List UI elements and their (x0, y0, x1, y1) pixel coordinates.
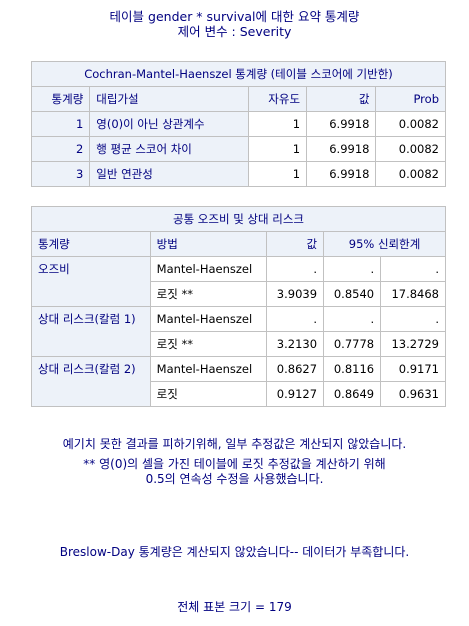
value-cell: 6.9918 (307, 137, 376, 161)
table-row: 2 행 평균 스코어 차이 1 6.9918 0.0082 (32, 137, 445, 161)
upper-limit-cell: 17.8468 (381, 282, 445, 306)
header-prob: Prob (376, 87, 445, 111)
footnote-line-2: 0.5의 연속성 수정을 사용했습니다. (145, 472, 324, 486)
alternative-label: 행 평균 스코어 차이 (90, 137, 248, 161)
lower-limit-cell: 0.8649 (324, 382, 381, 406)
odds-ratio-table: 공통 오즈비 및 상대 리스크 통계량 방법 값 95% 신뢰한계 오즈비 Ma… (31, 206, 446, 407)
odds-table-caption: 공통 오즈비 및 상대 리스크 (32, 207, 445, 231)
control-variable-title: 제어 변수 : Severity (177, 24, 292, 39)
table-row: 1 영(0)이 아닌 상관계수 1 6.9918 0.0082 (32, 112, 445, 136)
header-alternative: 대립가설 (90, 87, 248, 111)
lower-limit-cell: 0.8540 (324, 282, 381, 306)
lower-limit-cell: 0.8116 (324, 357, 381, 381)
upper-limit-cell: 0.9171 (381, 357, 445, 381)
table-row: 오즈비 Mantel-Haenszel . . . (32, 257, 445, 306)
table-row: 상대 리스크(칼럼 2) Mantel-Haenszel 0.8627 0.81… (32, 357, 445, 406)
statistic-label: 오즈비 (32, 257, 150, 306)
summary-title: 테이블 gender * survival에 대한 요약 통계량 (109, 9, 360, 24)
prob-cell: 0.0082 (376, 112, 445, 136)
cmh-table-caption: Cochran-Mantel-Haenszel 통계량 (테이블 스코어에 기반… (32, 62, 445, 86)
alternative-label: 영(0)이 아닌 상관계수 (90, 112, 248, 136)
breslow-day-note: Breslow-Day 통계량은 계산되지 않았습니다-- 데이터가 부족합니다… (59, 545, 410, 559)
header-confidence-limits: 95% 신뢰한계 (324, 232, 445, 256)
header-method: 방법 (150, 232, 266, 256)
value-cell: 0.8627 (267, 357, 324, 381)
row-number: 3 (32, 162, 90, 186)
lower-limit-cell: 0.7778 (324, 332, 381, 356)
upper-limit-cell: . (381, 257, 445, 281)
prob-cell: 0.0082 (376, 137, 445, 161)
upper-limit-cell: . (381, 307, 445, 331)
value-cell: . (267, 307, 324, 331)
header-value: 값 (267, 232, 324, 256)
upper-limit-cell: 13.2729 (381, 332, 445, 356)
statistic-label: 상대 리스크(칼럼 2) (32, 357, 150, 406)
upper-limit-cell: 0.9631 (381, 382, 445, 406)
df-cell: 1 (248, 137, 307, 161)
table-row: 로짓 ** 3.2130 0.7778 13.2729 (32, 332, 445, 356)
table-row: 로짓 ** 3.9039 0.8540 17.8468 (32, 282, 445, 306)
method-cell: Mantel-Haenszel (150, 307, 266, 331)
lower-limit-cell: . (324, 257, 381, 281)
value-cell: 0.9127 (267, 382, 324, 406)
method-cell: Mantel-Haenszel (150, 257, 266, 281)
footnote-line-1: ** 영(0)의 셀을 가진 테이블에 로짓 추정값을 계산하기 위해 (83, 457, 386, 471)
value-cell: 3.2130 (267, 332, 324, 356)
value-cell: 6.9918 (307, 162, 376, 186)
sample-size-note: 전체 표본 크기 = 179 (177, 600, 292, 614)
method-cell: 로짓 ** (150, 282, 266, 306)
warning-note: 예기치 못한 결과를 피하기위해, 일부 추정값은 계산되지 않았습니다. (62, 437, 407, 451)
value-cell: 6.9918 (307, 112, 376, 136)
lower-limit-cell: . (324, 307, 381, 331)
header-value: 값 (307, 87, 376, 111)
cmh-statistics-table: Cochran-Mantel-Haenszel 통계량 (테이블 스코어에 기반… (31, 61, 446, 187)
table-row: 3 일반 연관성 1 6.9918 0.0082 (32, 162, 445, 186)
value-cell: . (267, 257, 324, 281)
header-statistic: 통계량 (32, 232, 150, 256)
method-cell: 로짓 (150, 382, 266, 406)
statistic-label: 상대 리스크(칼럼 1) (32, 307, 150, 356)
row-number: 1 (32, 112, 90, 136)
table-row: 로짓 0.9127 0.8649 0.9631 (32, 382, 445, 406)
prob-cell: 0.0082 (376, 162, 445, 186)
value-cell: 3.9039 (267, 282, 324, 306)
header-statistic: 통계량 (32, 87, 90, 111)
df-cell: 1 (248, 162, 307, 186)
header-df: 자유도 (248, 87, 307, 111)
row-number: 2 (32, 137, 90, 161)
alternative-label: 일반 연관성 (90, 162, 248, 186)
method-cell: 로짓 ** (150, 332, 266, 356)
method-cell: Mantel-Haenszel (150, 357, 266, 381)
df-cell: 1 (248, 112, 307, 136)
table-row: 상대 리스크(칼럼 1) Mantel-Haenszel . . . (32, 307, 445, 356)
